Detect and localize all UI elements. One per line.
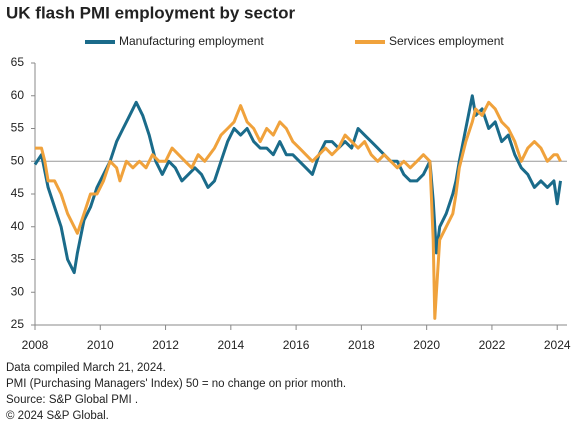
- y-tick-label: 30: [11, 284, 25, 298]
- y-tick-label: 50: [11, 153, 25, 167]
- x-tick-label: 2018: [348, 338, 375, 352]
- note: PMI (Purchasing Managers' Index) 50 = no…: [6, 378, 346, 390]
- x-tick-label: 2014: [217, 338, 244, 352]
- x-tick-label: 2008: [22, 338, 49, 352]
- legend-label: Services employment: [389, 34, 504, 48]
- x-tick-label: 2010: [87, 338, 114, 352]
- y-tick-label: 40: [11, 219, 25, 233]
- note: Source: S&P Global PMI .: [6, 394, 138, 406]
- series-line: [35, 100, 562, 320]
- note: Data compiled March 21, 2024.: [6, 362, 166, 374]
- y-tick-label: 60: [11, 88, 25, 102]
- y-tick-label: 35: [11, 252, 25, 266]
- x-tick-label: 2020: [413, 338, 440, 352]
- y-tick-label: 55: [11, 121, 25, 135]
- chart-title: UK flash PMI employment by sector: [6, 3, 295, 22]
- x-tick-label: 2012: [152, 338, 179, 352]
- x-tick-label: 2022: [479, 338, 506, 352]
- legend-label: Manufacturing employment: [119, 34, 264, 48]
- y-tick-label: 25: [11, 317, 25, 331]
- note: © 2024 S&P Global.: [6, 410, 109, 422]
- y-tick-label: 65: [11, 55, 25, 69]
- x-tick-label: 2016: [283, 338, 310, 352]
- series-line: [33, 94, 562, 275]
- x-tick-label: 2024: [544, 338, 571, 352]
- y-tick-label: 45: [11, 186, 25, 200]
